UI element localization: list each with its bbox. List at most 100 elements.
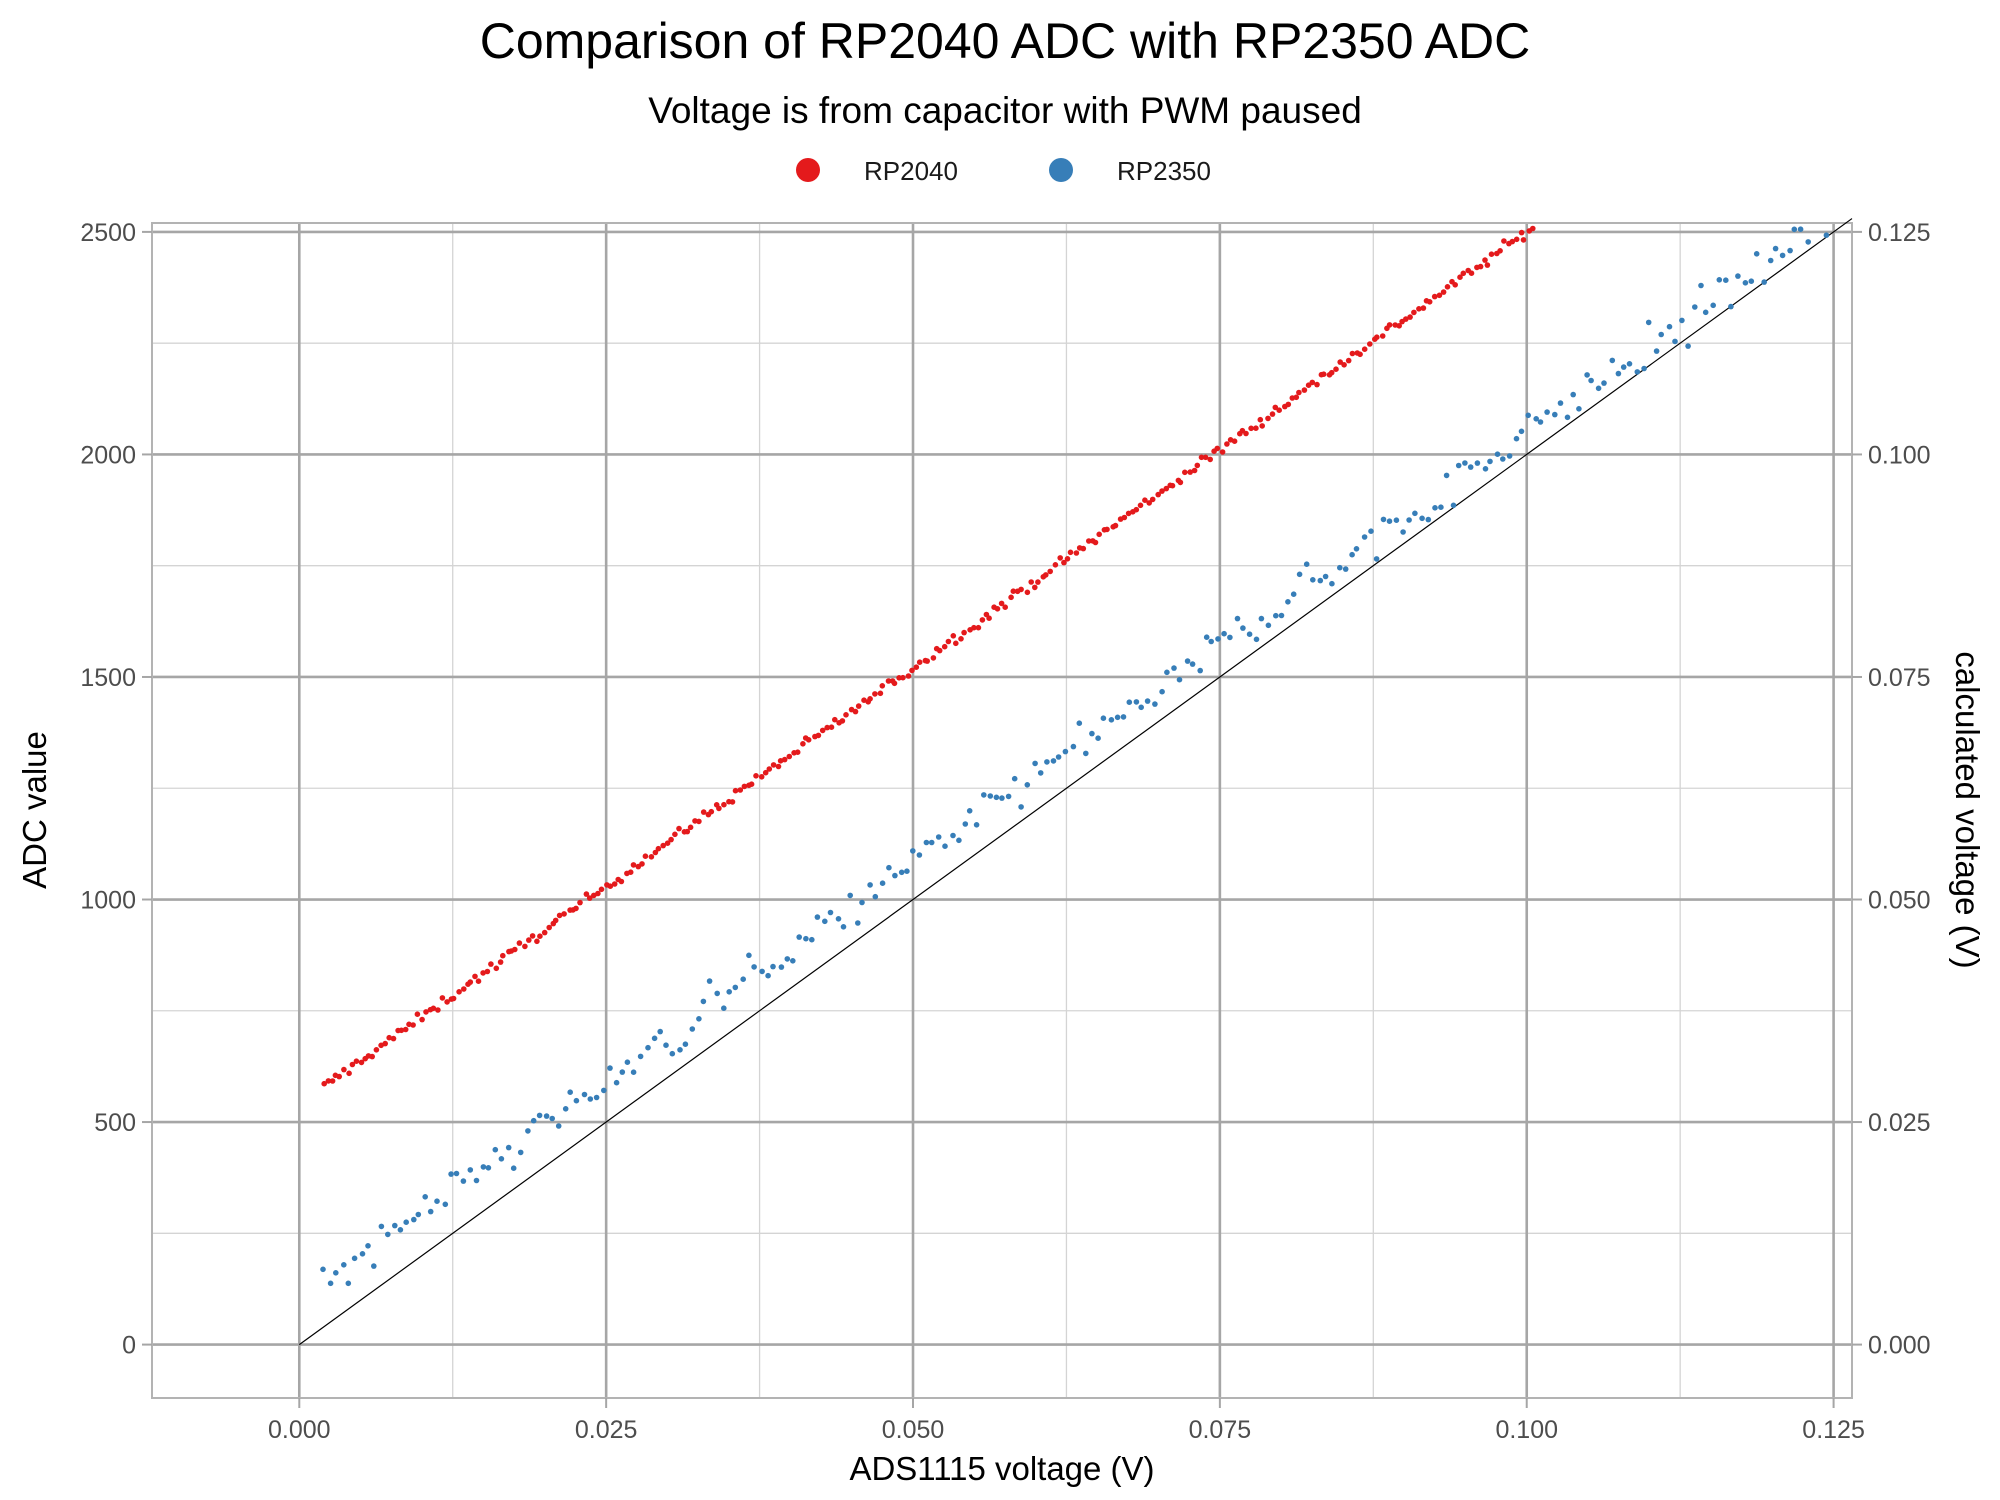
data-point-rp2040 xyxy=(998,600,1005,607)
data-point-rp2040 xyxy=(1002,604,1008,610)
data-point-rp2040 xyxy=(936,647,943,654)
data-point-rp2040 xyxy=(1092,539,1099,546)
y2-tick-label: 0.100 xyxy=(1868,441,1931,469)
data-point-rp2040 xyxy=(329,1078,336,1084)
data-point-rp2040 xyxy=(537,933,543,939)
data-point-rp2040 xyxy=(660,842,666,849)
data-point-rp2350 xyxy=(1353,546,1360,552)
data-point-rp2040 xyxy=(753,773,759,779)
data-point-rp2350 xyxy=(1797,226,1804,232)
data-point-rp2040 xyxy=(1520,237,1527,243)
data-point-rp2350 xyxy=(1083,750,1089,757)
data-point-rp2350 xyxy=(637,1053,644,1060)
data-point-rp2350 xyxy=(950,832,956,839)
data-point-rp2350 xyxy=(910,848,916,854)
data-point-rp2040 xyxy=(534,938,540,945)
data-point-rp2040 xyxy=(1444,284,1451,290)
data-point-rp2040 xyxy=(1309,379,1316,386)
data-point-rp2350 xyxy=(1108,717,1115,723)
data-point-rp2040 xyxy=(729,799,736,805)
data-point-rp2350 xyxy=(1133,699,1140,705)
data-point-rp2040 xyxy=(552,917,559,924)
data-point-rp2040 xyxy=(1436,292,1443,299)
data-point-rp2350 xyxy=(1273,612,1279,619)
data-point-rp2350 xyxy=(1564,414,1571,421)
data-point-rp2040 xyxy=(1349,350,1356,357)
data-point-rp2350 xyxy=(1537,419,1544,425)
data-point-rp2040 xyxy=(1052,562,1059,568)
data-point-rp2040 xyxy=(794,749,801,755)
data-point-rp2350 xyxy=(1482,466,1489,472)
data-point-rp2350 xyxy=(351,1255,358,1262)
chart-title: Comparison of RP2040 ADC with RP2350 ADC xyxy=(480,13,1531,69)
data-point-rp2350 xyxy=(1100,715,1107,721)
data-point-rp2350 xyxy=(928,839,935,846)
data-point-rp2040 xyxy=(786,753,793,760)
data-point-rp2040 xyxy=(1248,425,1254,432)
data-point-rp2040 xyxy=(512,946,518,953)
data-point-rp2040 xyxy=(1073,550,1080,556)
data-point-rp2040 xyxy=(1202,454,1209,461)
data-point-rp2040 xyxy=(1177,479,1184,486)
data-point-rp2350 xyxy=(581,1091,588,1098)
data-point-rp2350 xyxy=(549,1115,555,1122)
data-point-rp2040 xyxy=(668,836,674,843)
data-point-rp2350 xyxy=(814,914,821,920)
data-point-rp2350 xyxy=(879,880,886,886)
legend-label-rp2350: RP2350 xyxy=(1117,156,1211,186)
y-tick-label: 2500 xyxy=(80,219,136,247)
data-point-rp2350 xyxy=(392,1222,398,1229)
data-point-rp2040 xyxy=(627,869,634,875)
data-point-rp2040 xyxy=(1468,270,1475,277)
data-point-rp2350 xyxy=(898,869,905,876)
data-point-rp2040 xyxy=(639,861,645,867)
data-point-rp2350 xyxy=(1380,516,1387,523)
data-point-rp2350 xyxy=(677,1047,683,1053)
data-point-rp2350 xyxy=(1653,348,1660,354)
data-point-rp2040 xyxy=(1416,306,1422,312)
y2-tick-label: 0.050 xyxy=(1868,887,1931,915)
y2-tick-label: 0.025 xyxy=(1868,1109,1931,1137)
data-point-rp2350 xyxy=(872,893,879,900)
x-tick-label: 0.025 xyxy=(575,1416,638,1444)
data-point-rp2040 xyxy=(642,853,649,859)
data-point-rp2040 xyxy=(1224,441,1230,447)
data-point-rp2350 xyxy=(1702,309,1709,316)
data-point-rp2040 xyxy=(353,1058,360,1064)
data-point-rp2040 xyxy=(941,643,948,650)
data-point-rp2350 xyxy=(1595,385,1602,392)
data-point-rp2350 xyxy=(1176,676,1183,683)
data-point-rp2350 xyxy=(1645,319,1652,326)
data-point-rp2040 xyxy=(1320,371,1327,378)
y2-axis-title: calculated voltage (V) xyxy=(1949,651,1986,968)
data-point-rp2040 xyxy=(1043,572,1049,578)
data-point-rp2350 xyxy=(1685,343,1691,349)
data-point-rp2350 xyxy=(1197,667,1203,674)
data-point-rp2350 xyxy=(1114,714,1121,721)
data-point-rp2350 xyxy=(669,1050,676,1057)
data-point-rp2040 xyxy=(1096,531,1102,538)
data-point-rp2040 xyxy=(1207,456,1213,463)
data-point-rp2350 xyxy=(1767,257,1774,264)
data-point-rp2040 xyxy=(1269,411,1276,417)
data-point-rp2350 xyxy=(467,1167,474,1173)
data-point-rp2350 xyxy=(726,989,732,995)
data-point-rp2040 xyxy=(986,615,992,621)
data-point-rp2350 xyxy=(1748,278,1755,285)
data-point-rp2350 xyxy=(1278,612,1285,619)
data-point-rp2350 xyxy=(371,1263,377,1269)
data-point-rp2350 xyxy=(1634,369,1641,375)
data-point-rp2350 xyxy=(333,1270,339,1276)
data-point-rp2040 xyxy=(867,696,873,702)
data-point-rp2040 xyxy=(1243,430,1249,437)
data-point-rp2040 xyxy=(819,727,826,734)
data-point-rp2040 xyxy=(885,678,892,684)
data-point-rp2350 xyxy=(448,1171,454,1177)
data-point-rp2040 xyxy=(1028,579,1034,585)
data-point-rp2040 xyxy=(382,1040,389,1047)
data-point-rp2350 xyxy=(587,1096,594,1102)
data-point-rp2040 xyxy=(1214,445,1221,452)
data-point-rp2350 xyxy=(1412,510,1418,517)
data-point-rp2350 xyxy=(1126,699,1133,705)
